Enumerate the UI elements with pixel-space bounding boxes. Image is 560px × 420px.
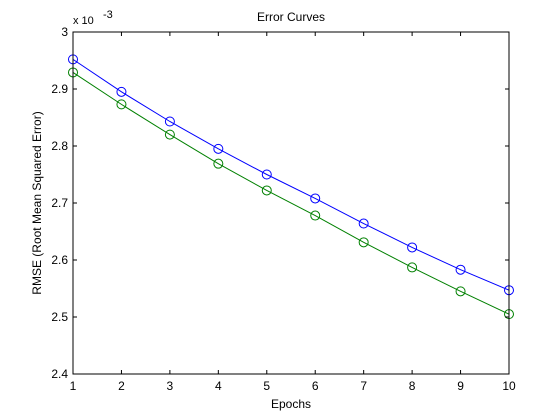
y-axis-ticks: 2.4 2.5 2.6 2.7 2.8 2.9 3 [51, 25, 509, 381]
x-axis-label: Epochs [271, 397, 311, 411]
x-tick-label: 6 [312, 379, 319, 393]
series-1-line [72, 58, 510, 291]
series-1-point [261, 169, 272, 180]
y-tick-label: 2.7 [51, 196, 68, 210]
x-tick-label: 8 [409, 379, 416, 393]
series-2-point [310, 210, 321, 221]
y-axis-multiplier: x 10 -3 [73, 9, 113, 27]
series-1-point [164, 116, 175, 127]
series-2-point [407, 262, 418, 273]
y-multiplier-base: x 10 [73, 15, 94, 27]
y-tick-label: 2.8 [51, 139, 68, 153]
chart-title: Error Curves [257, 10, 325, 24]
series-2-point [213, 158, 224, 169]
y-tick-label: 2.5 [51, 310, 68, 324]
series-2-line [72, 72, 510, 315]
series-1-point [116, 86, 127, 97]
y-multiplier-exponent: -3 [103, 9, 113, 21]
x-tick-label: 9 [457, 379, 464, 393]
series-1-point [358, 218, 369, 229]
y-tick-label: 3 [61, 25, 68, 39]
series-1-point [455, 264, 466, 275]
series-2-point [358, 237, 369, 248]
series-1-point [213, 143, 224, 154]
x-axis-ticks: 1 2 3 4 5 6 7 8 9 10 [70, 32, 516, 393]
x-tick-label: 7 [360, 379, 367, 393]
x-tick-label: 2 [118, 379, 125, 393]
x-tick-label: 5 [263, 379, 270, 393]
x-tick-label: 1 [70, 379, 77, 393]
series-1-point [310, 193, 321, 204]
y-axis-label: RMSE (Root Mean Squared Error) [30, 111, 44, 294]
y-tick-label: 2.4 [51, 367, 68, 381]
x-tick-label: 3 [167, 379, 174, 393]
series-2-point [116, 99, 127, 110]
series-2-point [164, 129, 175, 140]
series-2-point [455, 286, 466, 297]
series-2-point [261, 185, 272, 196]
x-tick-label: 4 [215, 379, 222, 393]
series-1-point [407, 242, 418, 253]
y-tick-label: 2.9 [51, 82, 68, 96]
x-tick-label: 10 [502, 379, 516, 393]
y-tick-label: 2.6 [51, 253, 68, 267]
